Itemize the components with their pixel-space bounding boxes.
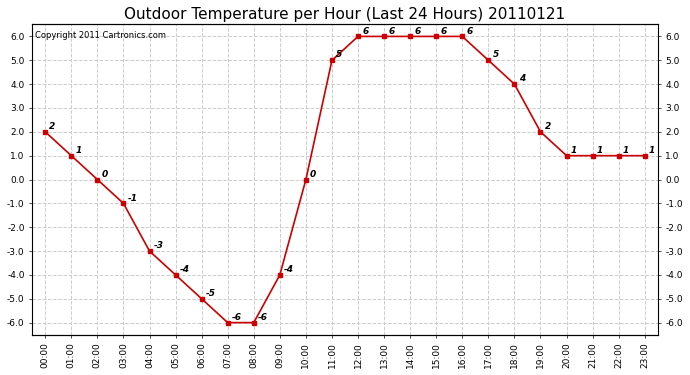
Text: 1: 1 (623, 146, 629, 155)
Text: 2: 2 (50, 122, 56, 131)
Text: 4: 4 (519, 74, 525, 83)
Text: 6: 6 (388, 27, 395, 36)
Text: -5: -5 (206, 289, 216, 298)
Text: 5: 5 (493, 51, 499, 60)
Text: 0: 0 (101, 170, 108, 179)
Text: 2: 2 (544, 122, 551, 131)
Text: -4: -4 (284, 265, 294, 274)
Text: 6: 6 (414, 27, 421, 36)
Title: Outdoor Temperature per Hour (Last 24 Hours) 20110121: Outdoor Temperature per Hour (Last 24 Ho… (124, 7, 566, 22)
Text: 1: 1 (571, 146, 577, 155)
Text: -6: -6 (258, 313, 268, 322)
Text: 5: 5 (336, 51, 342, 60)
Text: Copyright 2011 Cartronics.com: Copyright 2011 Cartronics.com (35, 31, 166, 40)
Text: 1: 1 (75, 146, 81, 155)
Text: -1: -1 (128, 194, 137, 202)
Text: 1: 1 (649, 146, 655, 155)
Text: -4: -4 (179, 265, 190, 274)
Text: 6: 6 (440, 27, 446, 36)
Text: 0: 0 (310, 170, 316, 179)
Text: -6: -6 (232, 313, 242, 322)
Text: 6: 6 (362, 27, 368, 36)
Text: 6: 6 (466, 27, 473, 36)
Text: -3: -3 (154, 241, 164, 250)
Text: 1: 1 (597, 146, 603, 155)
